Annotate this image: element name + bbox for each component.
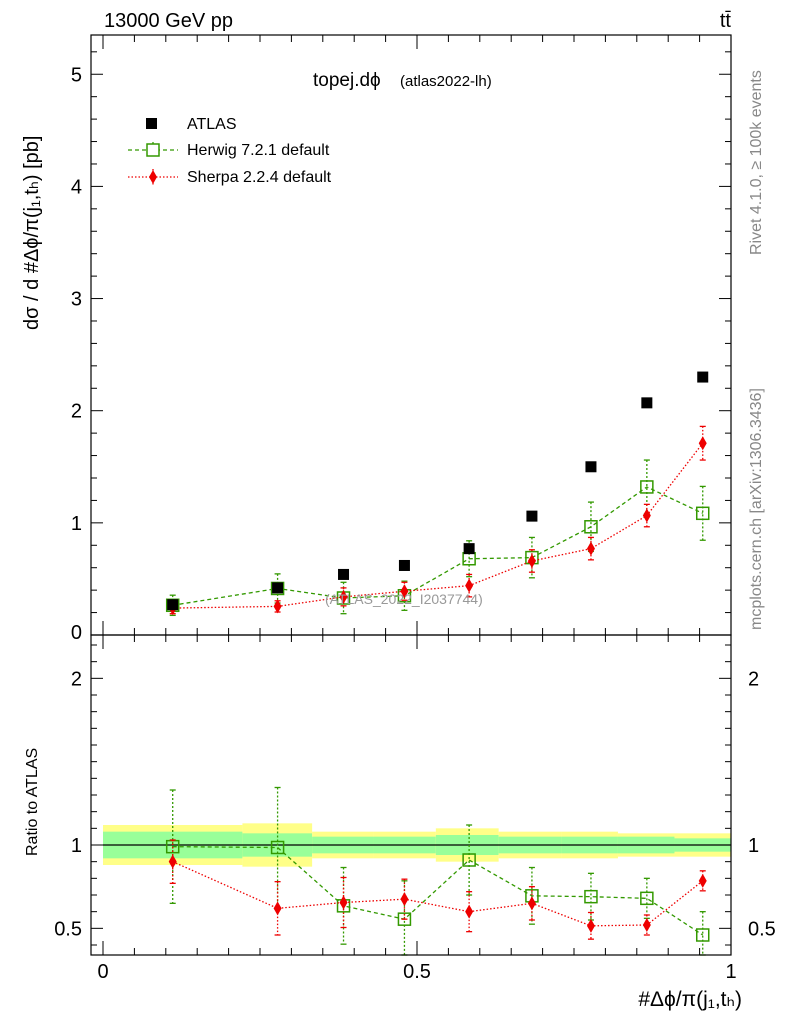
y-tick-label: 3 <box>71 289 82 311</box>
legend-sherpa-marker <box>149 170 157 184</box>
sherpa-point <box>400 584 409 599</box>
herwig-point <box>584 520 598 534</box>
y-tick-label: 4 <box>71 176 82 198</box>
sherpa-point <box>642 508 651 523</box>
main-panel: 0 1 2 3 4 5 topej.dϕ (atlas2022-lh) (ATLAS_20… <box>21 34 732 644</box>
y-tick-label: 0 <box>71 622 82 644</box>
ratio-panel: 0.5 0.5 1 1 2 2 0 0.5 1 Ratio to ATLAS #Δϕ/π(j₁,… <box>24 634 776 1011</box>
atlas-point <box>585 461 597 473</box>
sherpa-point <box>586 918 595 933</box>
plot-title: topej.dϕ <box>313 70 381 91</box>
sherpa-point <box>400 892 409 907</box>
sherpa-point <box>273 599 282 614</box>
ratio-y-tick-label: 2 <box>71 668 82 690</box>
herwig-series-line <box>172 486 704 606</box>
ratio-y-tick-label-right: 1 <box>748 835 759 857</box>
herwig-point <box>270 840 285 855</box>
atlas-point <box>167 599 179 611</box>
legend-herwig-marker <box>146 143 160 157</box>
legend-atlas-marker <box>146 118 157 129</box>
y-tick-label: 1 <box>71 513 82 535</box>
sherpa-point <box>527 553 536 568</box>
y-tick-label: 2 <box>71 401 82 423</box>
sherpa-point <box>168 854 177 869</box>
ratio-y-tick-label: 1 <box>71 835 82 857</box>
legend-herwig-label: Herwig 7.2.1 default <box>187 142 330 159</box>
legend-atlas-label: ATLAS <box>187 116 237 133</box>
ratio-bands <box>103 823 731 867</box>
sherpa-point <box>465 578 474 593</box>
herwig-point <box>695 506 710 521</box>
herwig-point <box>462 853 476 867</box>
sherpa-point <box>698 873 707 888</box>
herwig-point <box>695 928 710 942</box>
atlas-point <box>398 559 410 571</box>
sherpa-point <box>642 918 651 932</box>
sherpa-point <box>339 589 348 604</box>
ratio-y-tick-label-right: 2 <box>748 668 759 690</box>
ratio-y-tick-label-right: 0.5 <box>748 918 776 940</box>
herwig-point <box>640 480 654 494</box>
ratio-frame <box>90 634 732 956</box>
ratio-y-label: Ratio to ATLAS <box>24 748 41 856</box>
legend-sherpa-label: Sherpa 2.2.4 default <box>187 169 332 186</box>
main-y-label: dσ / d #Δϕ/π(j₁,tₕ) [pb] <box>21 136 43 330</box>
x-tick-label: 1 <box>725 961 736 983</box>
legend: ATLAS Herwig 7.2.1 default Sherpa 2.2.4 … <box>128 116 332 186</box>
sherpa-point <box>273 901 282 916</box>
mcplots-label: mcplots.cern.ch [arXiv:1306.3436] <box>748 388 765 630</box>
analysis-watermark: (ATLAS_2022_I2037744) <box>325 591 483 607</box>
ratio-ticks: 0.5 0.5 1 1 2 2 0 0.5 1 <box>54 635 776 983</box>
sherpa-point <box>465 904 474 919</box>
atlas-point <box>526 510 538 522</box>
process-label: tt̄ <box>720 10 732 32</box>
x-axis-label: #Δϕ/π(j₁,tₕ) <box>638 988 742 1011</box>
herwig-point <box>640 891 654 906</box>
energy-label: 13000 GeV pp <box>104 10 233 32</box>
herwig-point <box>397 912 412 926</box>
y-tick-label: 5 <box>71 64 82 86</box>
sherpa-point <box>339 895 348 910</box>
herwig-series-line <box>172 846 704 936</box>
rivet-label: Rivet 4.1.0, ≥ 100k events <box>748 70 765 255</box>
atlas-point <box>641 397 653 409</box>
atlas-point <box>338 568 350 580</box>
sherpa-series-line <box>172 442 704 609</box>
sherpa-point <box>698 436 707 451</box>
x-tick-label: 0.5 <box>403 961 431 983</box>
main-marks <box>165 371 710 617</box>
herwig-point <box>462 551 476 566</box>
x-tick-label: 0 <box>97 961 108 983</box>
main-ticks: 0 1 2 3 4 5 <box>71 35 732 644</box>
atlas-point <box>463 543 475 555</box>
sherpa-point <box>586 541 595 556</box>
ratio-marks <box>165 786 710 956</box>
sherpa-point <box>527 896 536 911</box>
atlas-point <box>697 371 709 383</box>
plot-title-suffix: (atlas2022-lh) <box>400 73 492 90</box>
herwig-point <box>584 889 598 904</box>
ratio-y-tick-label: 0.5 <box>54 918 82 940</box>
sherpa-series-line <box>172 861 704 927</box>
atlas-point <box>272 582 284 594</box>
